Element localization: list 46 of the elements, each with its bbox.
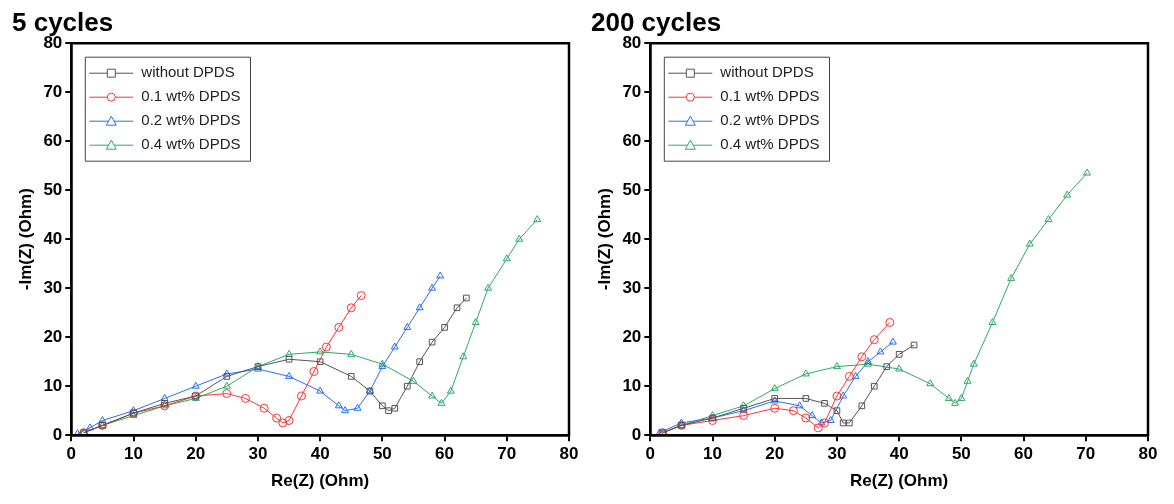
y-tick-label: 20 [43,326,63,346]
x-tick-label: 40 [889,444,909,464]
y-tick-label: 60 [43,130,63,150]
legend-label: 0.4 wt% DPDS [720,135,820,153]
legend-label: 0.2 wt% DPDS [720,111,820,129]
x-tick-label: 10 [703,444,722,464]
x-tick-label: 0 [645,444,656,464]
x-tick-label: 70 [497,444,517,464]
x-tick-label: 80 [559,444,579,464]
x-axis-title: Re(Z) (Ohm) [850,471,949,491]
x-tick-label: 50 [372,444,392,464]
x-tick-label: 70 [1076,444,1096,464]
legend-label: 0.1 wt% DPDS [720,87,820,105]
y-tick-label: 50 [43,179,63,199]
x-tick-label: 20 [186,444,206,464]
x-tick-label: 30 [248,444,268,464]
y-tick-label: 70 [43,81,63,101]
y-tick-label: 10 [43,375,63,395]
y-tick-label: 70 [622,81,642,101]
y-tick-label: 60 [622,130,642,150]
legend-label: without DPDS [719,63,814,81]
y-tick-label: 0 [52,424,63,444]
y-tick-label: 50 [622,179,642,199]
x-tick-label: 10 [124,444,143,464]
x-tick-label: 60 [1014,444,1034,464]
y-tick-label: 20 [622,326,642,346]
legend-label: 0.4 wt% DPDS [141,135,241,153]
y-tick-label: 40 [622,228,642,248]
x-tick-label: 40 [310,444,330,464]
y-tick-label: 30 [43,277,63,297]
x-tick-label: 60 [435,444,455,464]
legend-label: 0.2 wt% DPDS [141,111,241,129]
y-axis-title: -Im(Z) (Ohm) [594,188,614,291]
x-tick-label: 20 [765,444,785,464]
x-tick-label: 80 [1138,444,1158,464]
y-tick-label: 10 [622,375,642,395]
y-tick-label: 30 [622,277,642,297]
x-axis-title: Re(Z) (Ohm) [271,471,370,491]
y-axis-title: -Im(Z) (Ohm) [15,188,35,291]
x-tick-label: 50 [951,444,971,464]
legend-label: 0.1 wt% DPDS [141,87,241,105]
x-tick-label: 30 [827,444,847,464]
x-tick-label: 0 [66,444,77,464]
y-tick-label: 0 [631,424,642,444]
legend-label: without DPDS [140,63,235,81]
y-tick-label: 40 [43,228,63,248]
